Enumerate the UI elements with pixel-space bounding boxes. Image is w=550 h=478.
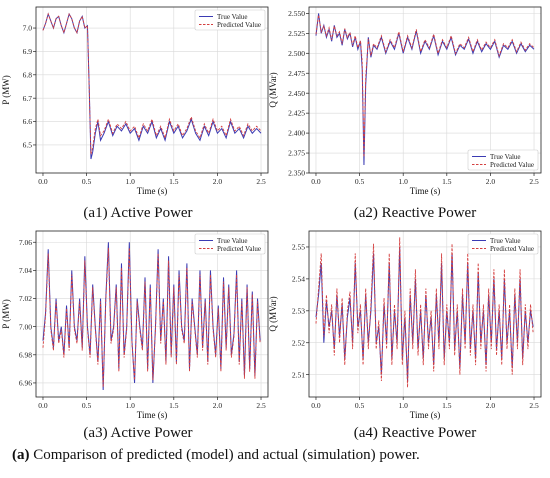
series-line-predicted-value bbox=[42, 247, 261, 388]
chart-panel-2: 0.0 0.5 1.0 1.5 2.0 2.5 2.350 2.375 2.400 2.425 2.… bbox=[268, 6, 542, 221]
x-tick-label: 1.0 bbox=[126, 177, 136, 186]
plot-frame bbox=[308, 6, 542, 174]
legend-entry: Predicted Value bbox=[217, 21, 261, 29]
legend-entry: True Value bbox=[217, 13, 248, 21]
series-line-true-value bbox=[42, 12, 262, 160]
plot-frame bbox=[35, 230, 269, 398]
x-axis-label: Time (s) bbox=[137, 186, 167, 196]
series-line-true-value bbox=[315, 13, 535, 166]
x-tick-label: 0.0 bbox=[38, 177, 48, 186]
panel-caption: (a1) Active Power bbox=[83, 205, 192, 221]
x-tick-label: 1.0 bbox=[399, 401, 409, 410]
y-tick-label: 2.350 bbox=[288, 169, 305, 178]
y-tick-label: 2.52 bbox=[292, 338, 305, 347]
figure-caption-tag: (a) bbox=[12, 447, 30, 463]
chart-panel-4: 0.0 0.5 1.0 1.5 2.0 2.5 2.51 2.52 2.53 2.54 2.55 Ti… bbox=[268, 230, 542, 441]
x-tick-label: 0.0 bbox=[311, 401, 321, 410]
figure-caption-text: Comparison of predicted (model) and actu… bbox=[29, 447, 420, 463]
legend-entry: True Value bbox=[490, 237, 521, 245]
panel-caption: (a4) Reactive Power bbox=[354, 425, 476, 441]
x-axis-label: Time (s) bbox=[410, 186, 440, 196]
x-axis-label: Time (s) bbox=[410, 410, 440, 420]
chart-panel-1: 0.0 0.5 1.0 1.5 2.0 2.5 6.5 6.6 6.7 6.8 6.9 7.0 Time… bbox=[1, 6, 269, 221]
x-tick-label: 1.0 bbox=[399, 177, 409, 186]
y-tick-label: 6.8 bbox=[23, 70, 33, 79]
y-tick-label: 2.400 bbox=[288, 129, 305, 138]
x-tick-label: 0.5 bbox=[82, 401, 92, 410]
y-tick-label: 6.98 bbox=[19, 350, 32, 359]
y-tick-label: 2.550 bbox=[288, 9, 305, 18]
y-tick-label: 6.9 bbox=[23, 47, 33, 56]
series-line-true-value bbox=[315, 246, 534, 382]
series-line-predicted-value bbox=[315, 237, 534, 388]
x-tick-label: 1.5 bbox=[442, 177, 452, 186]
y-tick-label: 2.53 bbox=[292, 306, 305, 315]
series-line-predicted-value bbox=[42, 12, 262, 155]
x-tick-label: 2.5 bbox=[529, 401, 539, 410]
legend-entry: Predicted Value bbox=[217, 245, 261, 253]
y-axis-label: Q (MVar) bbox=[268, 296, 278, 331]
y-tick-label: 2.475 bbox=[288, 69, 305, 78]
legend-entry: True Value bbox=[490, 153, 521, 161]
x-tick-label: 2.5 bbox=[256, 401, 266, 410]
legend-entry: True Value bbox=[217, 237, 248, 245]
panel-caption: (a2) Reactive Power bbox=[354, 205, 476, 221]
x-tick-label: 0.0 bbox=[311, 177, 321, 186]
y-tick-label: 7.0 bbox=[23, 24, 33, 33]
x-tick-label: 0.5 bbox=[355, 401, 365, 410]
y-axis-label: Q (MVar) bbox=[268, 72, 278, 107]
x-tick-label: 1.5 bbox=[169, 401, 179, 410]
x-tick-label: 2.5 bbox=[529, 177, 539, 186]
y-tick-label: 2.450 bbox=[288, 89, 305, 98]
y-tick-label: 2.55 bbox=[292, 243, 305, 252]
x-tick-label: 1.0 bbox=[126, 401, 136, 410]
y-tick-label: 2.375 bbox=[288, 149, 305, 158]
y-axis-label: P (MW) bbox=[1, 299, 11, 328]
y-tick-label: 6.5 bbox=[23, 141, 33, 150]
y-tick-label: 2.425 bbox=[288, 109, 305, 118]
x-tick-label: 0.5 bbox=[355, 177, 365, 186]
chart-panel-3: 0.0 0.5 1.0 1.5 2.0 2.5 6.96 6.98 7.00 7.02 7.04 7.… bbox=[1, 230, 269, 441]
plot-frame bbox=[308, 230, 542, 398]
y-tick-label: 2.500 bbox=[288, 49, 305, 58]
panel-caption: (a3) Active Power bbox=[83, 425, 192, 441]
x-tick-label: 1.5 bbox=[169, 177, 179, 186]
x-tick-label: 1.5 bbox=[442, 401, 452, 410]
x-tick-label: 2.0 bbox=[213, 177, 223, 186]
x-axis-label: Time (s) bbox=[137, 410, 167, 420]
x-tick-label: 2.5 bbox=[256, 177, 266, 186]
y-tick-label: 2.51 bbox=[292, 370, 305, 379]
x-tick-label: 0.0 bbox=[38, 401, 48, 410]
figure-caption: (a) Comparison of predicted (model) and … bbox=[12, 447, 420, 464]
x-tick-label: 2.0 bbox=[486, 401, 496, 410]
y-tick-label: 2.525 bbox=[288, 29, 305, 38]
y-tick-label: 6.6 bbox=[23, 117, 33, 126]
series-line-predicted-value bbox=[315, 14, 535, 158]
x-tick-label: 0.5 bbox=[82, 177, 92, 186]
y-tick-label: 6.7 bbox=[23, 94, 33, 103]
legend-entry: Predicted Value bbox=[490, 245, 534, 253]
y-tick-label: 2.54 bbox=[292, 274, 305, 283]
x-tick-label: 2.0 bbox=[486, 177, 496, 186]
legend-entry: Predicted Value bbox=[490, 161, 534, 169]
y-tick-label: 7.04 bbox=[19, 266, 32, 275]
plot-frame bbox=[35, 6, 269, 174]
x-tick-label: 2.0 bbox=[213, 401, 223, 410]
y-tick-label: 6.96 bbox=[19, 379, 32, 388]
y-tick-label: 7.06 bbox=[19, 238, 32, 247]
y-tick-label: 7.02 bbox=[19, 294, 32, 303]
y-tick-label: 7.00 bbox=[19, 322, 32, 331]
y-axis-label: P (MW) bbox=[1, 75, 11, 104]
